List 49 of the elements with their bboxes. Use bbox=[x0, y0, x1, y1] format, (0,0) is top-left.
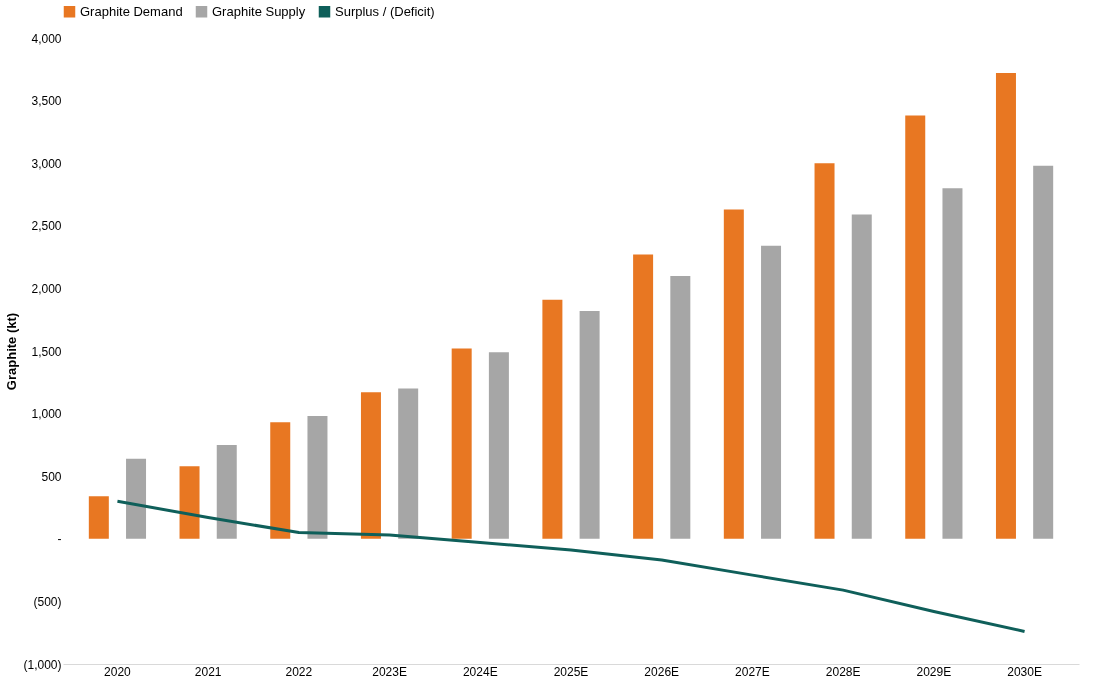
bar bbox=[270, 422, 291, 539]
x-tick-label: 2024E bbox=[462, 664, 498, 679]
x-tick-label: 2023E bbox=[372, 664, 407, 679]
y-tick-label: (1,000) bbox=[23, 657, 62, 672]
bar bbox=[814, 163, 835, 539]
bar bbox=[579, 310, 600, 539]
x-tick-label: 2022 bbox=[285, 664, 313, 679]
y-tick-label: 4,000 bbox=[31, 31, 62, 46]
y-tick-label: (500) bbox=[33, 594, 62, 609]
x-tick-label: 2028E bbox=[825, 664, 861, 679]
bar bbox=[216, 444, 237, 539]
y-axis-title: Graphite (kt) bbox=[4, 312, 20, 391]
bar bbox=[633, 254, 654, 539]
bar bbox=[761, 245, 782, 539]
y-tick-label: 2,000 bbox=[31, 281, 62, 296]
x-tick-label: 2029E bbox=[916, 664, 952, 679]
y-tick-label: - bbox=[57, 532, 62, 547]
y-tick-label: 3,500 bbox=[31, 94, 62, 109]
line-series bbox=[115, 499, 1027, 633]
bar bbox=[451, 348, 472, 539]
bar bbox=[723, 209, 744, 539]
bar bbox=[179, 466, 200, 539]
bar bbox=[851, 214, 872, 539]
y-tick-label: 2,500 bbox=[31, 219, 62, 234]
bar bbox=[670, 275, 691, 539]
y-tick-label: 3,000 bbox=[31, 156, 62, 171]
bar bbox=[398, 388, 419, 539]
bar bbox=[126, 458, 147, 539]
bar bbox=[307, 416, 328, 539]
y-tick-label: 1,000 bbox=[31, 407, 62, 422]
x-tick-label: 2026E bbox=[644, 664, 680, 679]
bar bbox=[1033, 165, 1054, 539]
bar bbox=[942, 188, 963, 539]
bar bbox=[542, 299, 563, 539]
legend-label: Surplus / (Deficit) bbox=[335, 3, 435, 19]
x-tick-label: 2020 bbox=[104, 664, 132, 679]
bar bbox=[905, 115, 926, 539]
legend-label: Graphite Demand bbox=[80, 3, 183, 19]
y-tick-label: 1,500 bbox=[31, 344, 62, 359]
bar bbox=[88, 496, 109, 539]
x-tick-label: 2025E bbox=[553, 664, 589, 679]
x-tick-label: 2021 bbox=[194, 664, 222, 679]
legend-label: Graphite Supply bbox=[212, 3, 306, 19]
bar bbox=[360, 392, 381, 539]
bar bbox=[995, 73, 1016, 539]
y-tick-label: 500 bbox=[41, 469, 62, 484]
x-tick-label: 2030E bbox=[1007, 664, 1042, 679]
bar bbox=[488, 352, 509, 539]
x-tick-label: 2027E bbox=[735, 664, 770, 679]
